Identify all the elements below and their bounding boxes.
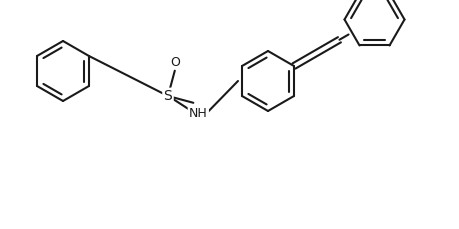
Text: O: O — [170, 56, 180, 69]
Text: S: S — [163, 89, 173, 103]
Text: NH: NH — [189, 107, 207, 120]
Text: O: O — [190, 106, 199, 119]
